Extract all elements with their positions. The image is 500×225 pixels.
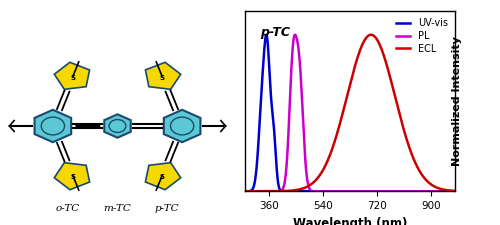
Polygon shape (54, 163, 90, 190)
Text: p-TC: p-TC (154, 204, 179, 213)
Text: S: S (70, 75, 76, 81)
Text: Normalized Intensity: Normalized Intensity (452, 36, 462, 166)
Text: S: S (160, 75, 164, 81)
Text: p-TC: p-TC (260, 26, 290, 39)
Polygon shape (34, 110, 71, 142)
Polygon shape (104, 114, 130, 138)
Polygon shape (164, 110, 200, 142)
Polygon shape (146, 62, 180, 89)
X-axis label: Wavelength (nm): Wavelength (nm) (293, 216, 407, 225)
Text: S: S (70, 174, 76, 180)
Polygon shape (146, 163, 180, 190)
Text: o-TC: o-TC (56, 204, 80, 213)
Polygon shape (54, 62, 90, 89)
Text: m-TC: m-TC (104, 204, 132, 213)
Text: S: S (160, 174, 164, 180)
Legend: UV-vis, PL, ECL: UV-vis, PL, ECL (394, 16, 450, 56)
